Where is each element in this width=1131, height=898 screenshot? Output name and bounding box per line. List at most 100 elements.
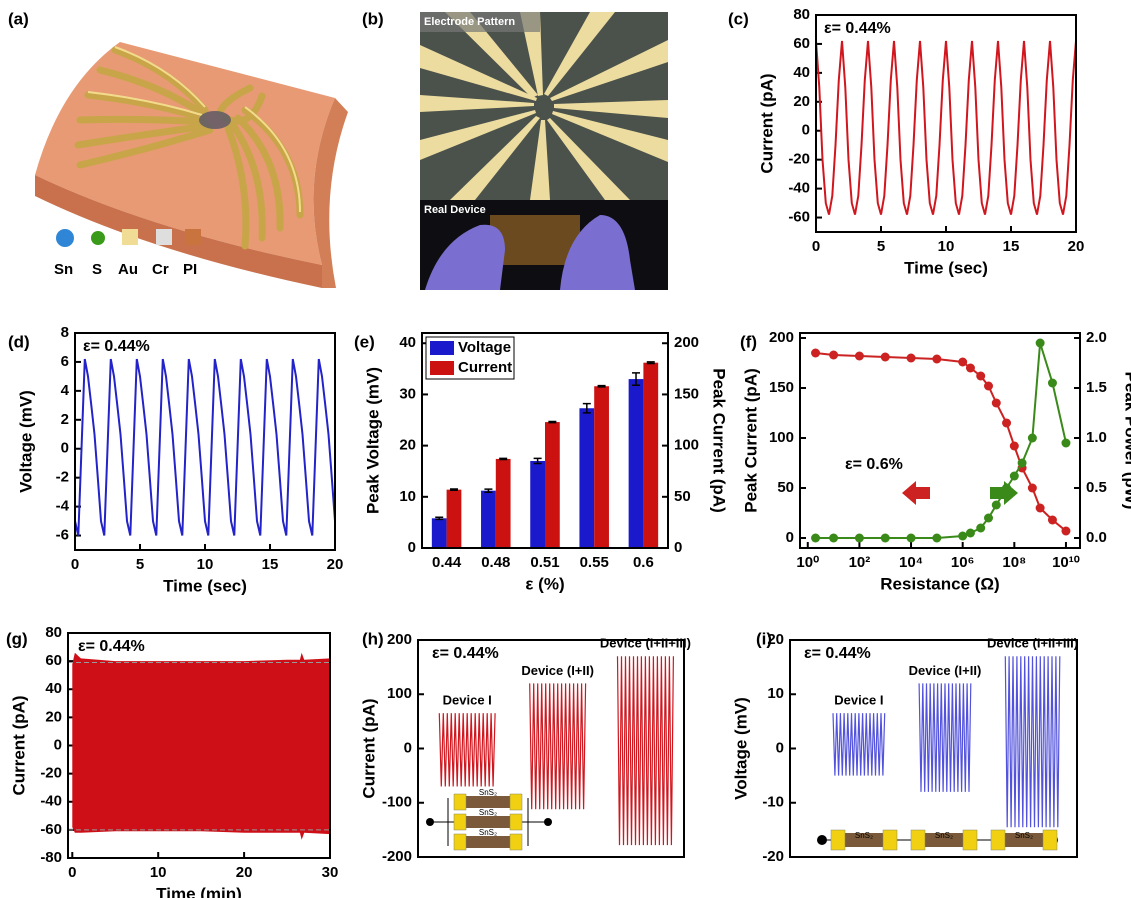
legend-swatch xyxy=(430,341,454,355)
y2-tick-label: 1.5 xyxy=(1086,379,1107,396)
signal-band xyxy=(72,653,330,840)
y-tick-label: 20 xyxy=(399,437,416,454)
x-tick-label: 10¹⁰ xyxy=(1052,554,1080,571)
electrode-pad xyxy=(911,830,925,850)
data-point xyxy=(958,358,967,367)
panel-label: (a) xyxy=(8,9,29,28)
legend-label: PI xyxy=(183,261,197,278)
device-label: SnS₂ xyxy=(479,828,497,837)
annotation: ε= 0.44% xyxy=(78,638,145,655)
x-axis-label: Resistance (Ω) xyxy=(880,574,999,593)
x-tick-label: 10⁴ xyxy=(899,554,923,571)
bar xyxy=(447,490,462,548)
data-point xyxy=(1002,419,1011,428)
x-tick-label: 10 xyxy=(197,556,214,573)
x-tick-label: 20 xyxy=(1068,238,1085,255)
arrow xyxy=(902,481,930,505)
bar xyxy=(629,379,644,548)
y-tick-label: -40 xyxy=(40,793,62,810)
figure: (a) (b) (c) (d) (e) (f) (g) (h) (i) Sn S… xyxy=(0,0,1131,898)
bar xyxy=(481,491,496,548)
burst-label: Device (I+II) xyxy=(521,663,594,678)
data-point xyxy=(932,534,941,543)
data-point xyxy=(907,354,916,363)
burst-label: Device (I+II+III) xyxy=(600,636,691,651)
data-point xyxy=(907,534,916,543)
y2-tick-label: 50 xyxy=(674,488,691,505)
y-tick-label: 20 xyxy=(45,708,62,725)
data-line xyxy=(816,343,1067,538)
data-point xyxy=(1028,484,1037,493)
device-body xyxy=(458,836,518,848)
y-tick-label: 10 xyxy=(767,685,784,702)
burst-label: Device (I+II) xyxy=(909,663,982,678)
electrode-pad xyxy=(831,830,845,850)
annotation: ε= 0.44% xyxy=(432,645,499,662)
burst-label: Device I xyxy=(834,693,883,708)
data-line xyxy=(816,353,1067,531)
data-point xyxy=(829,351,838,360)
y-axis-label: Peak Voltage (mV) xyxy=(363,367,382,514)
y-tick-label: 0 xyxy=(802,122,810,139)
x-tick-label: 20 xyxy=(327,556,344,573)
electrode-pad xyxy=(510,794,522,810)
data-point xyxy=(881,353,890,362)
data-point xyxy=(1061,439,1070,448)
y-tick-label: 60 xyxy=(45,652,62,669)
annotation: ε= 0.6% xyxy=(845,456,903,473)
legend-label: Cr xyxy=(152,261,169,278)
terminal xyxy=(817,835,827,845)
x-tick-label: 10 xyxy=(938,238,955,255)
x-tick-label: 10⁰ xyxy=(796,554,819,571)
data-point xyxy=(1010,472,1019,481)
y-tick-label: -80 xyxy=(40,849,62,866)
data-point xyxy=(992,399,1001,408)
y-tick-label: -6 xyxy=(56,527,69,544)
bar xyxy=(594,386,609,548)
data-point xyxy=(966,529,975,538)
electrode-pad xyxy=(963,830,977,850)
y-tick-label: -20 xyxy=(788,151,810,168)
electrode-pad xyxy=(1043,830,1057,850)
x-tick-label: 10⁸ xyxy=(1002,554,1026,571)
y-tick-label: -60 xyxy=(40,821,62,838)
x-tick-label: 0.6 xyxy=(633,554,654,571)
device-label: SnS₂ xyxy=(855,831,873,840)
panel-label: (h) xyxy=(362,629,384,648)
data-point xyxy=(811,534,820,543)
bar xyxy=(579,408,594,548)
bar xyxy=(496,459,511,548)
y-tick-label: 10 xyxy=(399,488,416,505)
y-tick-label: 150 xyxy=(769,379,794,396)
data-point xyxy=(966,364,975,373)
bar xyxy=(545,422,560,548)
electrode-pad xyxy=(991,830,1005,850)
image-label: Real Device xyxy=(424,204,486,216)
x-tick-label: 0.44 xyxy=(432,554,462,571)
data-line xyxy=(75,359,335,536)
data-point xyxy=(992,501,1001,510)
electrode-pad xyxy=(883,830,897,850)
y2-tick-label: 0.5 xyxy=(1086,479,1107,496)
terminal xyxy=(426,818,434,826)
panel-label: (c) xyxy=(728,9,749,28)
micrograph xyxy=(420,12,668,290)
y-axis-label: Current (pA) xyxy=(9,695,28,795)
y-tick-label: -60 xyxy=(788,209,810,226)
bar xyxy=(432,518,447,548)
y2-axis-label: Peak Current (pA) xyxy=(710,368,729,513)
x-tick-label: 30 xyxy=(322,864,339,881)
y-tick-label: 8 xyxy=(61,324,69,341)
data-point xyxy=(1036,339,1045,348)
data-point xyxy=(976,524,985,533)
y-axis-label: Peak Current (pA) xyxy=(741,368,760,513)
panel-label: (f) xyxy=(740,332,757,351)
x-tick-label: 10² xyxy=(849,554,871,571)
y2-tick-label: 0.0 xyxy=(1086,529,1107,546)
y-tick-label: 0 xyxy=(408,539,416,556)
y-tick-label: 40 xyxy=(793,64,810,81)
legend-label: Au xyxy=(118,261,138,278)
signal-burst xyxy=(618,656,674,845)
signal-burst xyxy=(530,683,586,809)
data-point xyxy=(932,355,941,364)
